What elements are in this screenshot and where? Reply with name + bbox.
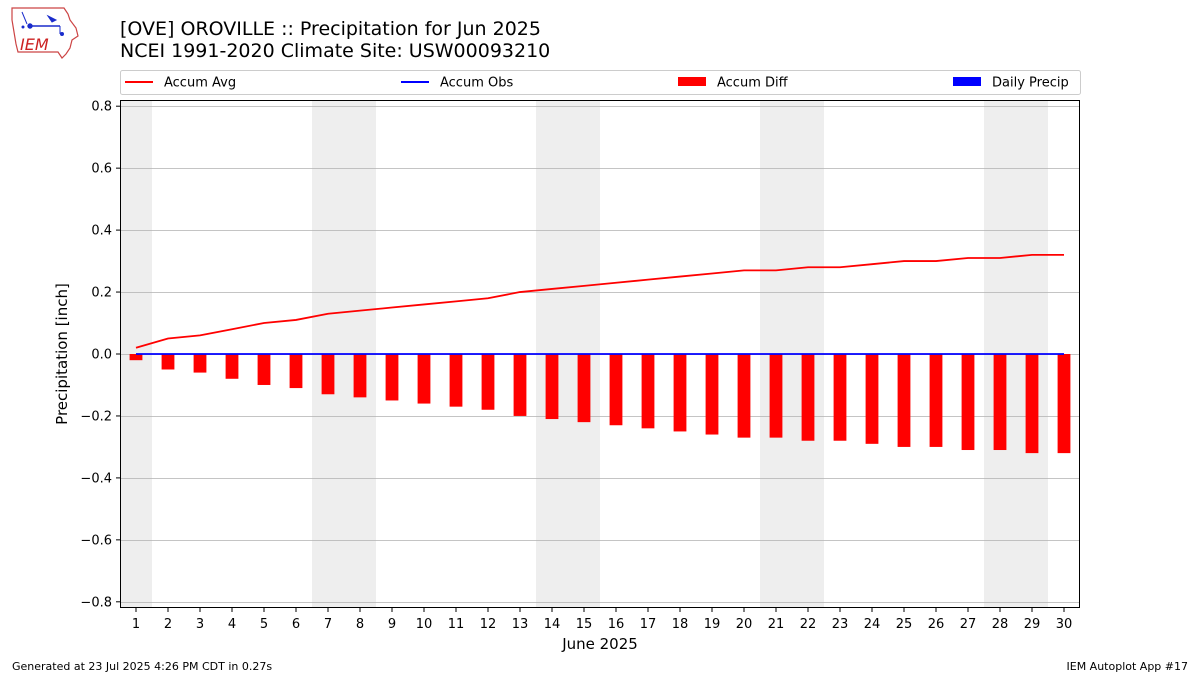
accum-diff-bar <box>449 354 463 407</box>
x-tick-label: 2 <box>164 617 172 632</box>
x-tick-label: 3 <box>196 617 204 632</box>
x-tick-label: 5 <box>260 617 268 632</box>
x-axis-label: June 2025 <box>561 635 638 653</box>
x-tick-label: 25 <box>896 617 913 632</box>
x-tick-label: 10 <box>416 617 433 632</box>
accum-diff-bar <box>193 354 207 373</box>
weather-station-icon <box>21 11 64 36</box>
legend: Accum Avg Accum Obs Accum Diff Daily Pre… <box>120 70 1081 95</box>
y-tick-label: −0.8 <box>80 595 112 610</box>
accum-diff-bar <box>321 354 335 395</box>
generated-timestamp: Generated at 23 Jul 2025 4:26 PM CDT in … <box>12 660 273 673</box>
accum-diff-bar <box>961 354 975 451</box>
x-tick-label: 9 <box>388 617 396 632</box>
x-tick-label: 11 <box>448 617 465 632</box>
accum-diff-bar <box>289 354 303 389</box>
accum-diff-bar <box>705 354 719 435</box>
iem-logo: IEM <box>11 7 79 59</box>
accum-diff-bar <box>385 354 399 401</box>
accum-diff-bar <box>129 354 143 361</box>
accum-diff-bar <box>1057 354 1071 454</box>
accum-diff-bar <box>897 354 911 447</box>
logo-text: IEM <box>20 35 49 54</box>
y-axis: −0.8 −0.6 −0.4 −0.2 0.0 0.2 0.4 0.6 0.8 <box>80 100 120 610</box>
plot-frame <box>120 100 1080 608</box>
x-tick-label: 13 <box>512 617 529 632</box>
accum-diff-bar <box>865 354 879 444</box>
x-tick-label: 1 <box>132 617 140 632</box>
legend-label-accum-obs: Accum Obs <box>440 76 513 91</box>
x-tick-label: 6 <box>292 617 300 632</box>
x-axis: 1 2 3 4 5 6 7 8 9 10 11 12 13 14 15 16 17 18 19 20 21 22 23 24 2… <box>132 608 1072 632</box>
x-tick-label: 8 <box>356 617 364 632</box>
y-tick-label: −0.4 <box>80 471 112 486</box>
x-tick-label: 26 <box>928 617 945 632</box>
legend-swatch-daily-precip <box>953 77 981 86</box>
weekend-shading <box>120 100 1048 608</box>
y-tick-label: 0.8 <box>91 100 112 115</box>
accum-diff-bar <box>769 354 783 438</box>
x-tick-label: 4 <box>228 617 236 632</box>
y-tick-label: −0.6 <box>80 533 112 548</box>
x-tick-label: 15 <box>576 617 593 632</box>
chart-subtitle: NCEI 1991-2020 Climate Site: USW00093210 <box>120 40 551 62</box>
accum-diff-bar <box>545 354 559 420</box>
y-tick-label: 0.0 <box>91 348 112 363</box>
accum-diff-bar <box>257 354 271 385</box>
iowa-outline-icon <box>11 7 79 59</box>
accum-diff-bar <box>225 354 239 379</box>
accum-diff-bar <box>929 354 943 447</box>
x-tick-label: 14 <box>544 617 561 632</box>
accum-diff-bar <box>577 354 591 423</box>
x-tick-label: 22 <box>800 617 817 632</box>
x-tick-label: 16 <box>608 617 625 632</box>
x-tick-label: 29 <box>1024 617 1041 632</box>
accum-diff-bar <box>737 354 751 438</box>
x-tick-label: 12 <box>480 617 497 632</box>
x-tick-label: 24 <box>864 617 881 632</box>
legend-frame <box>120 70 1081 95</box>
legend-label-daily-precip: Daily Precip <box>992 76 1069 91</box>
y-tick-label: 0.4 <box>91 224 112 239</box>
accum-diff-bar <box>609 354 623 426</box>
x-tick-label: 17 <box>640 617 657 632</box>
accum-avg-line <box>135 253 1064 349</box>
legend-swatch-accum-diff <box>678 77 706 86</box>
accum-diff-bar <box>417 354 431 404</box>
accum-diff-bar <box>833 354 847 441</box>
x-tick-label: 27 <box>960 617 977 632</box>
legend-label-accum-diff: Accum Diff <box>717 76 789 91</box>
accum-diff-bar <box>1025 354 1039 454</box>
y-tick-label: 0.2 <box>91 286 112 301</box>
y-tick-label: −0.2 <box>80 409 112 424</box>
series-lines <box>135 253 1064 355</box>
accum-diff-bar <box>801 354 815 441</box>
accum-diff-bar <box>673 354 687 432</box>
accum-diff-bar <box>481 354 495 410</box>
accum-diff-bar <box>993 354 1007 451</box>
app-label: IEM Autoplot App #17 <box>1066 660 1189 673</box>
x-tick-label: 30 <box>1056 617 1073 632</box>
x-tick-label: 21 <box>768 617 785 632</box>
chart-title: [OVE] OROVILLE :: Precipitation for Jun … <box>120 18 541 40</box>
x-tick-label: 28 <box>992 617 1009 632</box>
x-tick-label: 20 <box>736 617 753 632</box>
legend-label-accum-avg: Accum Avg <box>164 76 236 91</box>
accum-diff-bar <box>513 354 527 416</box>
x-tick-label: 23 <box>832 617 849 632</box>
x-tick-label: 19 <box>704 617 721 632</box>
x-tick-label: 7 <box>324 617 332 632</box>
y-axis-label: Precipitation [inch] <box>53 283 71 425</box>
accum-diff-bar <box>353 354 367 398</box>
accum-diff-bars <box>129 354 1071 454</box>
y-tick-label: 0.6 <box>91 162 112 177</box>
x-tick-label: 18 <box>672 617 689 632</box>
accum-diff-bar <box>161 354 175 370</box>
accum-diff-bar <box>641 354 655 429</box>
